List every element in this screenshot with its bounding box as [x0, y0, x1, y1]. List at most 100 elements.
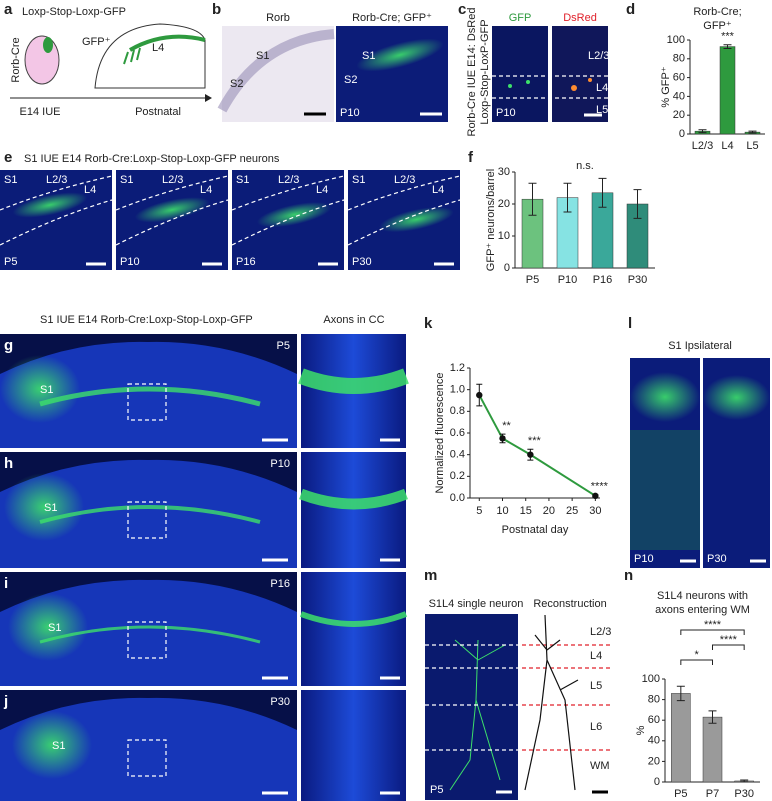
inset-box: [127, 621, 167, 659]
age-label: P30: [707, 553, 727, 565]
y-tick-label: 80: [648, 694, 660, 706]
panel-g: S1 IUE E14 Rorb-Cre:Loxp-Stop-Loxp-GFP A…: [0, 314, 409, 801]
electroporation: [43, 37, 53, 53]
panel-letter: d: [626, 1, 635, 18]
point: [592, 492, 599, 500]
y-axis-label: % GFP⁺: [660, 66, 672, 107]
age-label: P10: [120, 256, 140, 268]
annotation: ****: [591, 481, 609, 493]
rorb-band: [217, 29, 335, 113]
gfp-signal: [8, 593, 88, 661]
x-tick-label: P16: [593, 274, 613, 286]
area-label: S1: [4, 174, 17, 186]
corpus-callosum: [39, 625, 261, 644]
cc-image: [301, 452, 406, 568]
cc-axons: [299, 611, 408, 627]
error-bar: [723, 44, 732, 49]
time-label: Postnatal: [135, 106, 181, 118]
chart-title: Rorb-Cre;: [693, 6, 741, 18]
layer-label: L5: [596, 104, 608, 116]
panel-letter: g: [4, 337, 13, 354]
y-tick-label: 0.4: [450, 449, 465, 461]
age-label: P5: [277, 340, 290, 352]
annotation: ***: [721, 31, 735, 43]
image-title: Reconstruction: [533, 598, 606, 610]
construct-label: Loxp-Stop-Loxp-GFP: [22, 6, 126, 18]
cell: [526, 80, 530, 84]
y-axis-label: GFP⁺ neurons/barrel: [485, 169, 497, 271]
e-signal: [379, 206, 454, 233]
y-tick-label: 0: [679, 128, 685, 140]
gfp-signal: [0, 355, 80, 423]
corpus-callosum: [39, 386, 261, 407]
x-axis-label: Postnatal day: [502, 524, 569, 536]
cell: [508, 84, 512, 88]
channel-label: DsRed: [563, 12, 597, 24]
y-tick-label: 100: [667, 34, 685, 46]
l4-axons: [129, 34, 206, 52]
y-tick-label: 80: [673, 53, 685, 65]
layer-label: L4: [152, 42, 164, 54]
x-tick-label: 10: [496, 505, 508, 517]
x-tick-label: P10: [558, 274, 578, 286]
gfp-signal: [12, 711, 92, 779]
panel-letter: n: [624, 567, 633, 584]
annotation: ***: [528, 435, 542, 447]
chart-title: S1L4 neurons with: [657, 590, 748, 602]
panel-b: b Rorb Rorb-Cre; GFP⁺ S1 S2 S1 S2 P10: [212, 1, 448, 122]
age-label: P10: [270, 458, 290, 470]
gfp-signal: [4, 473, 84, 541]
area-label: S1: [120, 174, 133, 186]
area-label: S1: [52, 740, 65, 752]
area-label: S1: [48, 622, 61, 634]
y-tick-label: 60: [673, 72, 685, 84]
layer-label: L2/3: [588, 50, 609, 62]
layer-border: [0, 175, 113, 211]
layer-border: [347, 199, 461, 246]
panel-letter: m: [424, 567, 437, 584]
l-signal: [630, 430, 700, 550]
error-bar: [698, 129, 707, 134]
gfp-signal: [356, 38, 444, 72]
error-bar: [528, 182, 537, 216]
layer-border: [115, 199, 229, 246]
area-label: S1: [236, 174, 249, 186]
e-signal: [257, 202, 332, 228]
area-label: S1: [352, 174, 365, 186]
inset-box: [127, 501, 167, 539]
point: [499, 435, 506, 442]
y-tick-label: 0: [654, 776, 660, 788]
y-tick-label: 0.2: [450, 470, 465, 482]
x-tick-label: 25: [566, 505, 578, 517]
x-tick-label: P30: [734, 788, 754, 800]
layer-label: L2/3: [394, 174, 415, 186]
panel-title: Axons in CC: [323, 314, 384, 326]
side-label: Loxp-Stop-LoxP-GFP: [479, 19, 491, 124]
y-axis-label: Normalized fluorescence: [434, 372, 446, 493]
panel-letter: e: [4, 149, 12, 166]
cell: [571, 85, 577, 91]
y-tick-label: 20: [673, 109, 685, 121]
x-tick-label: P30: [628, 274, 648, 286]
layer-label: L6: [590, 721, 602, 733]
point: [476, 391, 483, 399]
brain-outline: [94, 23, 206, 89]
x-tick-label: 20: [543, 505, 555, 517]
panel-e: e S1 IUE E14 Rorb-Cre:Loxp-Stop-Loxp-GFP…: [0, 149, 461, 270]
y-tick-label: 20: [498, 198, 510, 210]
l-signal: [703, 375, 770, 420]
area-label: S1: [40, 384, 53, 396]
layer-label: L4: [84, 184, 96, 196]
x-tick-label: 5: [476, 505, 482, 517]
age-label: P5: [430, 784, 443, 796]
cell: [588, 78, 592, 82]
layer-label: L4: [432, 184, 444, 196]
bar: [671, 693, 691, 783]
y-axis-label: %: [635, 725, 647, 735]
y-tick-label: 0.8: [450, 405, 465, 417]
chart-title: axons entering WM: [655, 604, 750, 616]
annotation: ****: [704, 619, 722, 631]
chart: 0 20 40 60 80 100 % GFP⁺ Rorb-Cre; GFP⁺ L2/3 L4 L5 *…: [660, 6, 765, 152]
brain: [0, 341, 297, 448]
